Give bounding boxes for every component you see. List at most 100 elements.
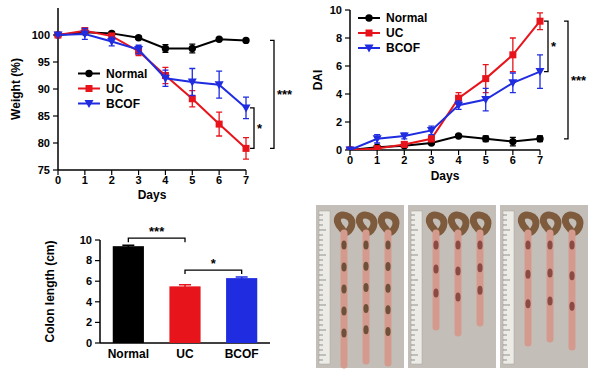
data-point (509, 138, 516, 145)
error-bar (236, 277, 248, 279)
data-point (135, 34, 142, 41)
error-bar (510, 38, 516, 72)
y-tick-label: 2 (86, 316, 92, 328)
ruler-tick (319, 315, 323, 316)
data-point (427, 127, 436, 135)
ruler-tick (319, 360, 323, 361)
x-tick-label: 4 (162, 174, 169, 186)
y-tick (53, 115, 58, 116)
colon-content (341, 241, 346, 250)
y-tick-label: 10 (80, 234, 92, 246)
colon (385, 233, 392, 363)
colon-content (363, 283, 368, 292)
ruler-tick (503, 315, 507, 316)
data-point (536, 135, 543, 142)
data-point (107, 38, 116, 46)
colon-content (363, 262, 368, 271)
y-tick (95, 322, 100, 323)
ruler-tick (319, 285, 323, 286)
ruler-tick (319, 225, 323, 226)
ruler-tick (411, 220, 415, 221)
data-point (189, 95, 196, 102)
y-axis-line (349, 10, 351, 150)
y-tick-label: 80 (38, 137, 50, 149)
data-point (347, 147, 354, 151)
colon-content (363, 325, 368, 334)
ruler-tick (503, 255, 510, 256)
ruler-tick (319, 235, 323, 236)
y-tick-label: 90 (38, 83, 50, 95)
y-tick (345, 65, 350, 66)
data-point (134, 46, 143, 54)
ruler-tick (411, 255, 418, 256)
x-tick-label: 5 (483, 154, 489, 166)
data-point (536, 68, 545, 76)
significance-label: *** (571, 73, 587, 88)
significance-bracket (564, 21, 568, 139)
ruler-tick (503, 260, 507, 261)
y-tick (95, 301, 100, 302)
colon (433, 233, 440, 327)
data-point (346, 146, 353, 150)
photo-background (316, 205, 404, 368)
significance-label: *** (149, 224, 165, 239)
plot-area (54, 27, 251, 159)
x-tick-label: 3 (428, 154, 434, 166)
colon-content (569, 241, 574, 250)
ruler-tick (503, 300, 507, 301)
ruler-tick (319, 275, 323, 276)
ruler-tick (503, 240, 507, 241)
ruler-tick (319, 270, 323, 271)
data-point (189, 45, 196, 52)
y-tick (95, 342, 100, 343)
y-tick (345, 121, 350, 122)
significance-label: * (211, 256, 217, 271)
x-tick-label: 7 (243, 174, 249, 186)
y-tick-label: 0 (336, 144, 342, 156)
ruler-tick (503, 330, 510, 331)
y-tick-label: 6 (336, 60, 342, 72)
ruler-tick (503, 355, 510, 356)
ruler-tick (411, 350, 415, 351)
ruler-tick (503, 280, 510, 281)
significance-label: *** (277, 87, 293, 102)
colon-content (525, 299, 530, 308)
ruler-tick (411, 230, 418, 231)
ruler (411, 211, 422, 364)
data-point (55, 32, 62, 39)
colon-content (341, 285, 346, 294)
ruler-tick (411, 250, 415, 251)
ruler-tick (411, 335, 415, 336)
error-bar (179, 285, 191, 288)
colon-content (433, 241, 438, 250)
legend-marker (85, 100, 94, 108)
ruler-tick (319, 355, 326, 356)
ruler-tick (319, 310, 323, 311)
significance-label: * (257, 121, 263, 136)
data-point (80, 30, 89, 38)
data-point (346, 147, 355, 151)
colon-content (341, 263, 346, 272)
ruler-tick (319, 220, 323, 221)
series-line (58, 34, 246, 108)
bar (169, 286, 200, 343)
ruler-tick (503, 310, 507, 311)
colon-content (547, 269, 552, 278)
colon-content (525, 270, 530, 279)
data-point (482, 75, 489, 82)
ruler-tick (503, 360, 507, 361)
ruler-tick (411, 290, 415, 291)
y-tick (53, 142, 58, 143)
y-tick (345, 37, 350, 38)
ruler-tick (503, 305, 510, 306)
legend-marker (366, 30, 373, 37)
colon-content (569, 302, 574, 311)
ruler-tick (411, 330, 418, 331)
ruler-tick (503, 270, 507, 271)
y-tick-label: 85 (38, 110, 50, 122)
data-point (216, 121, 223, 128)
error-bar (216, 112, 222, 136)
ruler-tick (503, 350, 507, 351)
y-tick (95, 281, 100, 282)
data-point (188, 78, 197, 86)
